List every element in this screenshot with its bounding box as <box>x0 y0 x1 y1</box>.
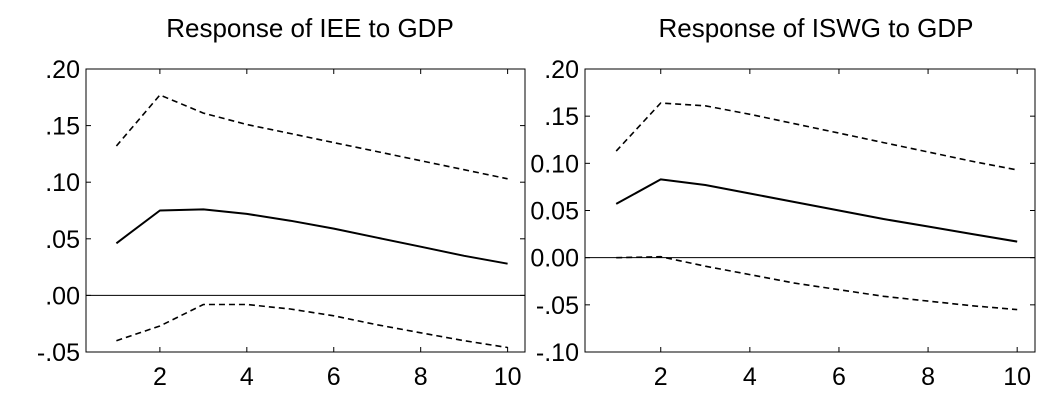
x-tick-label: 8 <box>414 363 428 391</box>
upper-band-line <box>115 94 508 180</box>
y-tick-label: .20 <box>45 56 80 84</box>
chart-panel-2: Response of ISWG to GDP -.10 -.05 0.00 0.05 0… <box>530 13 1036 391</box>
lower-band-line <box>116 303 508 349</box>
y-tick-label: -.05 <box>37 339 80 367</box>
upper-band-line <box>615 102 1018 171</box>
y-tick-label: .00 <box>45 282 80 310</box>
y-tick-label: .05 <box>45 226 80 254</box>
chart-panel-1: Response of IEE to GDP -.05 .00 .05 .10 .15 .2… <box>37 13 526 391</box>
y-tick-label: .15 <box>45 113 80 141</box>
x-tick-label: 10 <box>494 363 522 391</box>
y-tick-label: 0.00 <box>530 245 579 273</box>
y-tick-label: -.05 <box>536 292 579 320</box>
irf-response-line <box>615 178 1018 243</box>
x-tick-label: 10 <box>1003 363 1031 391</box>
x-tick-label: 2 <box>153 363 167 391</box>
x-tick-label: 6 <box>327 363 341 391</box>
y-tick-label: 0.05 <box>530 198 579 226</box>
y-tick-label: -.10 <box>536 339 579 367</box>
chart-title: Response of IEE to GDP <box>166 13 454 43</box>
y-tick-label: 0.10 <box>530 150 579 178</box>
y-tick-label: .10 <box>45 169 80 197</box>
chart-title: Response of ISWG to GDP <box>658 13 973 43</box>
lower-band-line <box>616 255 1018 311</box>
x-tick-label: 4 <box>240 363 254 391</box>
x-tick-label: 2 <box>654 363 668 391</box>
y-tick-label: .15 <box>544 103 579 131</box>
plot-frame <box>85 68 526 353</box>
y-tick-label: .20 <box>544 56 579 84</box>
x-tick-label: 4 <box>743 363 757 391</box>
x-tick-label: 8 <box>921 363 935 391</box>
x-tick-label: 6 <box>832 363 846 391</box>
irf-response-line <box>115 208 508 265</box>
